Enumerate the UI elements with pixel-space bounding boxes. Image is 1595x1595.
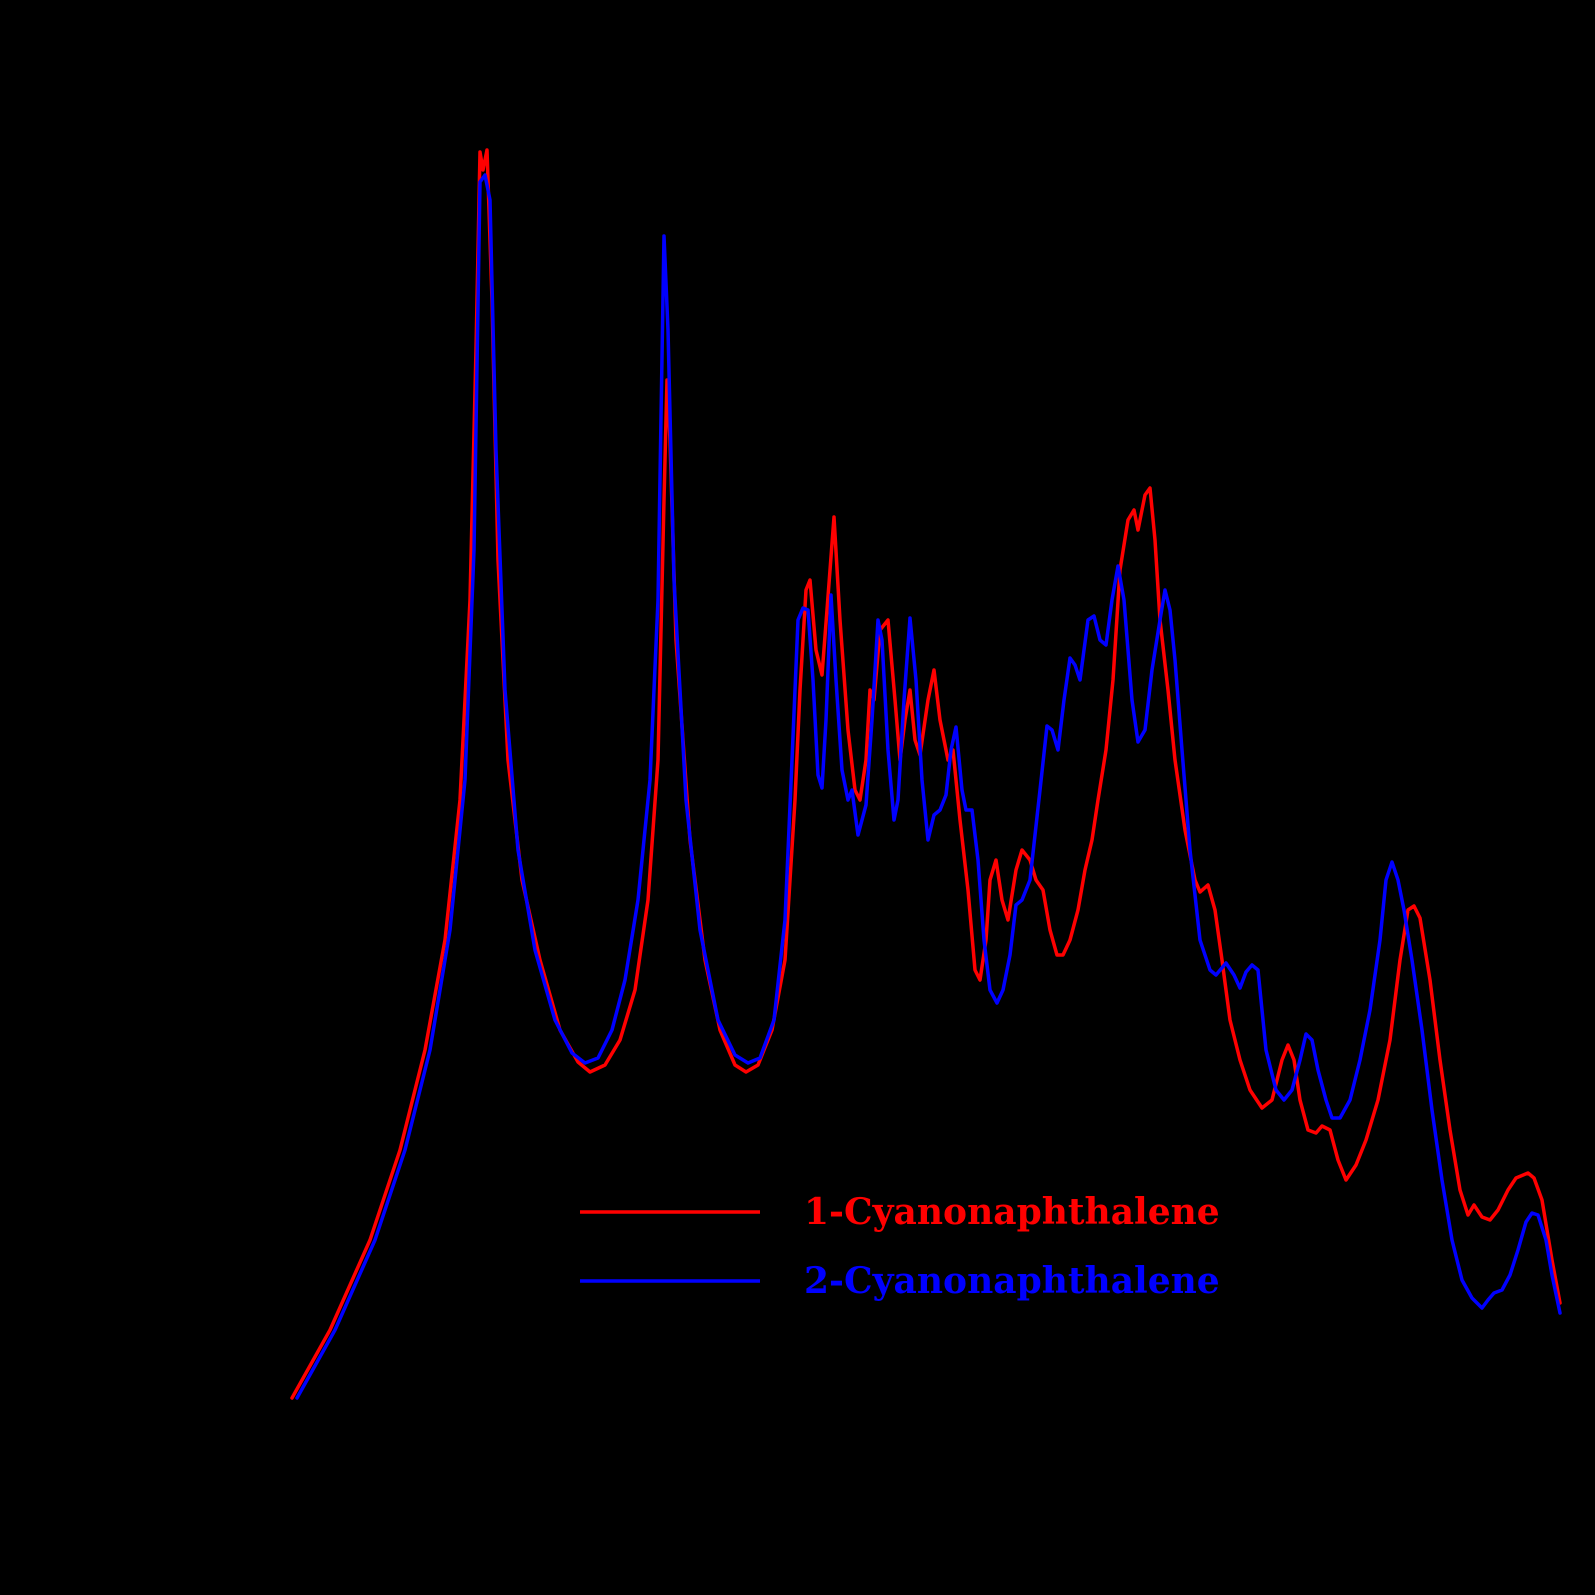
legend-item-2-cyanonaphthalene: 2-Cyanonaphthalene [580, 1260, 1220, 1302]
series-line-2-cyanonaphthalene [295, 173, 1562, 1400]
legend-label-2-cyanonaphthalene: 2-Cyanonaphthalene [804, 1260, 1220, 1302]
series-layer [290, 148, 1562, 1400]
legend-item-1-cyanonaphthalene: 1-Cyanonaphthalene [580, 1191, 1220, 1233]
legend: 1-Cyanonaphthalene 2-Cyanonaphthalene [580, 1191, 1220, 1302]
series-line-1-cyanonaphthalene [290, 148, 1562, 1400]
legend-label-1-cyanonaphthalene: 1-Cyanonaphthalene [804, 1191, 1220, 1233]
